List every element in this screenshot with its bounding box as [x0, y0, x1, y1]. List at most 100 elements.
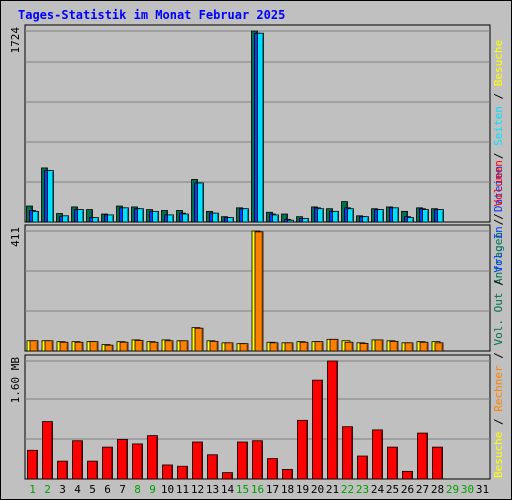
bar-volumen-day-16 — [252, 440, 263, 480]
panel-hits: 1724 — [9, 24, 491, 223]
bar-rechner-day-3 — [59, 341, 69, 352]
bar-rechner-day-25 — [389, 340, 399, 352]
bar-seiten-day-6 — [107, 214, 114, 223]
day-label-27: 27 — [416, 483, 429, 496]
panel-visits-ymax-label: 411 — [9, 227, 22, 247]
legend-hits-part-0: Anfragen — [492, 232, 505, 285]
day-label-14: 14 — [221, 483, 235, 496]
bar-seiten-day-15 — [242, 208, 249, 223]
bar-seiten-day-23 — [362, 216, 369, 223]
bar-seiten-day-5 — [92, 217, 99, 223]
bar-volumen-day-5 — [87, 460, 98, 480]
day-label-7: 7 — [119, 483, 126, 496]
bar-rechner-day-27 — [419, 341, 429, 352]
day-label-3: 3 — [59, 483, 66, 496]
chart-title: Tages-Statistik im Monat Februar 2025 — [18, 8, 286, 22]
panel-hits-ymax-label: 1724 — [9, 27, 22, 54]
bar-rechner-day-7 — [119, 341, 129, 352]
bar-volumen-day-6 — [102, 446, 113, 480]
bar-volumen-day-24 — [372, 429, 383, 480]
legend-visits-part-3: / — [492, 346, 505, 366]
bar-volumen-day-25 — [387, 446, 398, 480]
day-label-2: 2 — [44, 483, 51, 496]
legend-hits: Anfragen / Dateien / Seiten / Besuche — [492, 40, 505, 285]
bar-seiten-day-11 — [182, 213, 189, 223]
legend-hits-part-2: Dateien — [492, 166, 505, 212]
day-label-4: 4 — [74, 483, 81, 496]
bar-rechner-day-21 — [329, 338, 339, 352]
panel-volume-ymax-label: 1.60 MB — [9, 357, 22, 404]
bar-volumen-day-9 — [147, 435, 158, 480]
bar-seiten-day-7 — [122, 207, 129, 223]
bar-rechner-day-14 — [224, 342, 234, 352]
bar-seiten-day-9 — [152, 210, 159, 223]
bar-rechner-day-19 — [299, 341, 309, 352]
bar-volumen-day-12 — [192, 441, 203, 480]
panel-visits: 411 — [9, 224, 491, 352]
bar-seiten-day-22 — [347, 208, 354, 223]
bar-rechner-day-23 — [359, 343, 369, 352]
bar-seiten-day-10 — [167, 214, 174, 223]
legend-visits-part-1: / — [492, 412, 505, 432]
legend-visits-part-2: Rechner — [492, 365, 505, 412]
bar-rechner-day-5 — [89, 341, 99, 352]
bar-volumen-day-14 — [222, 472, 233, 480]
bar-rechner-day-17 — [269, 342, 279, 352]
bar-seiten-day-27 — [422, 209, 429, 223]
bar-volumen-day-4 — [72, 440, 83, 480]
bar-seiten-day-13 — [212, 212, 219, 223]
bar-seiten-day-26 — [407, 217, 414, 223]
bar-seiten-day-24 — [377, 209, 384, 223]
bar-volumen-day-18 — [282, 469, 293, 480]
day-label-16: 16 — [251, 483, 264, 496]
bar-rechner-day-9 — [149, 341, 159, 352]
legend-visits-part-6: Vol. In — [492, 226, 505, 272]
day-label-5: 5 — [89, 483, 96, 496]
bar-rechner-day-6 — [104, 344, 114, 352]
bar-seiten-day-20 — [317, 208, 324, 223]
day-label-10: 10 — [161, 483, 174, 496]
day-label-21: 21 — [326, 483, 339, 496]
bar-seiten-day-4 — [77, 209, 84, 223]
bar-seiten-day-12 — [197, 182, 204, 223]
day-label-30: 30 — [461, 483, 474, 496]
bar-seiten-day-2 — [47, 170, 54, 223]
bar-seiten-day-28 — [437, 209, 444, 223]
day-label-6: 6 — [104, 483, 111, 496]
bar-volumen-day-19 — [297, 419, 308, 480]
bar-rechner-day-13 — [209, 340, 219, 352]
panels-layer: 1724 411 1.60 MB — [9, 24, 491, 480]
bar-rechner-day-24 — [374, 339, 384, 352]
bar-volumen-day-26 — [402, 470, 413, 480]
bar-volumen-day-22 — [342, 426, 353, 480]
day-label-23: 23 — [356, 483, 369, 496]
day-label-11: 11 — [176, 483, 189, 496]
day-label-22: 22 — [341, 483, 354, 496]
bar-volumen-day-17 — [267, 458, 278, 480]
bar-rechner-day-15 — [239, 343, 249, 352]
bar-rechner-day-8 — [134, 340, 144, 352]
bar-volumen-day-7 — [117, 439, 128, 480]
bar-volumen-day-1 — [27, 449, 38, 480]
bar-volumen-day-8 — [132, 443, 143, 480]
bar-rechner-day-2 — [44, 340, 54, 352]
bar-volumen-day-27 — [417, 432, 428, 480]
bar-volumen-day-11 — [177, 465, 188, 480]
legend-visits: Besuche / Rechner / Vol. Out / Vol. In /… — [492, 160, 505, 478]
legend-visits-part-5: / — [492, 273, 505, 293]
day-label-8: 8 — [134, 483, 141, 496]
day-label-9: 9 — [149, 483, 156, 496]
panel-volume: 1.60 MB — [9, 354, 491, 480]
bar-rechner-day-18 — [284, 342, 294, 352]
bar-volumen-day-2 — [42, 421, 53, 480]
bar-rechner-day-10 — [164, 340, 174, 352]
bar-volumen-day-23 — [357, 455, 368, 480]
bar-rechner-day-22 — [344, 341, 354, 352]
legend-hits-part-1: / — [492, 212, 505, 232]
day-label-26: 26 — [401, 483, 414, 496]
day-label-29: 29 — [446, 483, 459, 496]
bar-seiten-day-8 — [137, 208, 144, 223]
day-label-28: 28 — [431, 483, 444, 496]
legend-hits-part-6: Besuche — [492, 40, 505, 86]
